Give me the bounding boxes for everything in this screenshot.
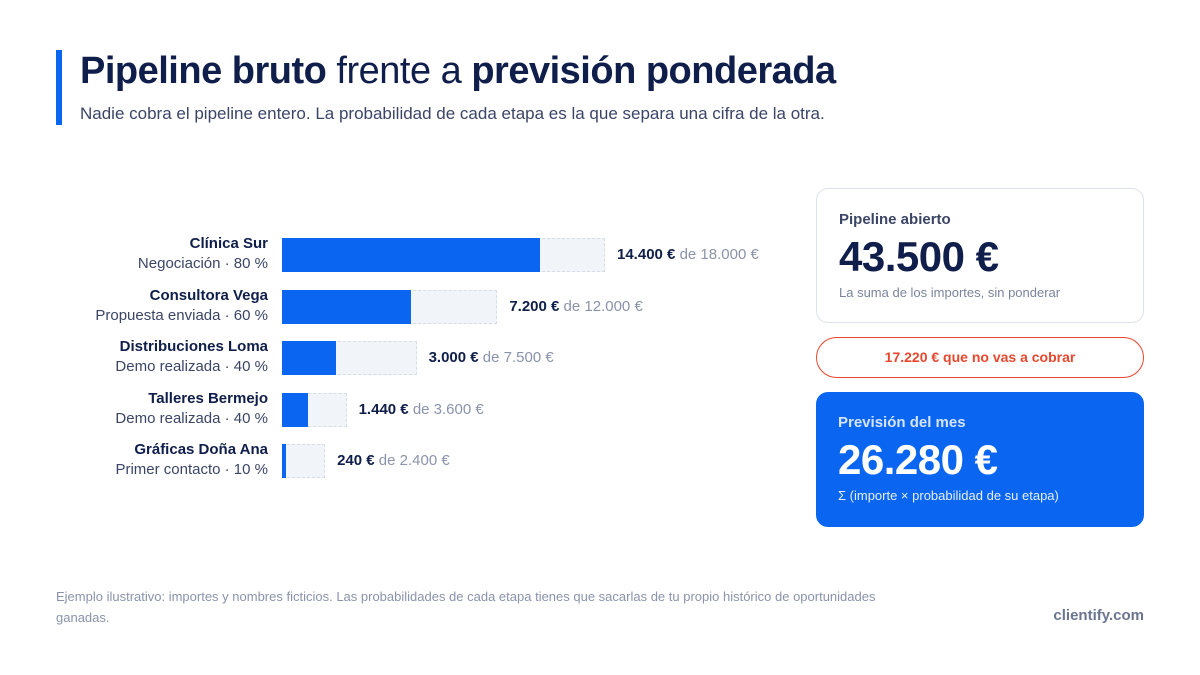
bar-value-label: 1.440 € de 3.600 € xyxy=(359,401,484,418)
page-title: Pipeline bruto frente a previsión ponder… xyxy=(80,50,836,93)
title-part-gross: Pipeline bruto xyxy=(80,50,327,92)
weighted-amount-bar xyxy=(282,238,541,272)
bar-value-label: 3.000 € de 7.500 € xyxy=(429,349,554,366)
forecast-value: 26.280 € xyxy=(838,436,998,483)
deal-stage: Demo realizada · 40 % xyxy=(115,358,268,375)
open-pipeline-value: 43.500 € xyxy=(839,233,999,280)
chart-row: Consultora Vega Propuesta enviada · 60 % 7… xyxy=(0,286,800,326)
gross-value: de 2.400 € xyxy=(378,452,450,469)
gross-value: de 7.500 € xyxy=(482,349,554,366)
weighted-value: 3.000 € xyxy=(428,349,479,366)
brand-link[interactable]: clientify.com xyxy=(1053,607,1144,624)
deal-stage: Demo realizada · 40 % xyxy=(115,409,268,427)
open-pipeline-note: La suma de los importes, sin ponderar xyxy=(839,285,1061,300)
row-label: Distribuciones Loma Demo realizada · 40 % xyxy=(115,337,268,377)
gross-value: de 12.000 € xyxy=(563,297,643,315)
weighted-value: 7.200 € xyxy=(509,297,560,315)
row-label: Gráficas Doña Ana Primer contacto · 10 % xyxy=(115,440,268,480)
gross-value: de 18.000 € xyxy=(679,246,759,263)
weighted-amount-bar xyxy=(282,341,336,375)
chart-row: Talleres Bermejo Demo realizada · 40 % 1.4… xyxy=(0,389,800,429)
open-pipeline-card: Pipeline abierto 43.500 € La suma de los… xyxy=(816,188,1144,323)
deal-stage: Propuesta enviada · 60 % xyxy=(95,306,268,324)
page-subtitle: Nadie cobra el pipeline entero. La proba… xyxy=(80,104,825,123)
deal-name: Talleres Bermejo xyxy=(148,389,268,407)
deal-name: Gráficas Doña Ana xyxy=(134,441,268,458)
title-accent-bar xyxy=(56,50,62,125)
row-label: Clínica Sur Negociación · 80 % xyxy=(138,234,268,274)
bar-value-label: 7.200 € de 12.000 € xyxy=(509,298,642,315)
chart-row: Distribuciones Loma Demo realizada · 40 %… xyxy=(0,337,800,377)
weighted-value: 240 € xyxy=(337,452,375,469)
weighted-amount-bar xyxy=(282,392,308,427)
weighted-amount-bar xyxy=(282,444,287,478)
weighted-value: 1.440 € xyxy=(358,400,409,418)
weighted-amount-bar xyxy=(282,289,412,324)
title-part-versus: frente a xyxy=(326,50,472,92)
deal-name: Clínica Sur xyxy=(189,235,268,252)
gross-value: de 3.600 € xyxy=(412,400,484,418)
monthly-forecast-card: Previsión del mes 26.280 € Σ (importe × … xyxy=(816,392,1144,527)
open-pipeline-label: Pipeline abierto xyxy=(839,211,951,228)
row-label: Talleres Bermejo Demo realizada · 40 % xyxy=(115,389,268,429)
pipeline-bar-chart: Clínica Sur Negociación · 80 % 14.400 € de… xyxy=(0,234,800,480)
bar-value-label: 14.400 € de 18.000 € xyxy=(617,246,759,263)
chart-row: Gráficas Doña Ana Primer contacto · 10 % 2… xyxy=(0,440,800,480)
title-part-weighted: previsión ponderada xyxy=(471,50,836,92)
weighted-value: 14.400 € xyxy=(617,246,676,263)
deal-name: Consultora Vega xyxy=(149,286,268,304)
footnote: Ejemplo ilustrativo: importes y nombres … xyxy=(56,589,876,625)
forecast-label: Previsión del mes xyxy=(838,414,966,431)
deal-stage: Negociación · 80 % xyxy=(137,255,268,272)
row-label: Consultora Vega Propuesta enviada · 60 % xyxy=(95,286,268,326)
chart-row: Clínica Sur Negociación · 80 % 14.400 € de… xyxy=(0,234,800,274)
bar-value-label: 240 € de 2.400 € xyxy=(337,452,450,469)
uncollected-gap-badge: 17.220 € que no vas a cobrar xyxy=(816,337,1144,378)
gross-amount-bar xyxy=(282,444,326,478)
forecast-formula: Σ (importe × probabilidad de su etapa) xyxy=(838,488,1059,503)
deal-stage: Primer contacto · 10 % xyxy=(115,461,268,478)
deal-name: Distribuciones Loma xyxy=(119,338,268,355)
